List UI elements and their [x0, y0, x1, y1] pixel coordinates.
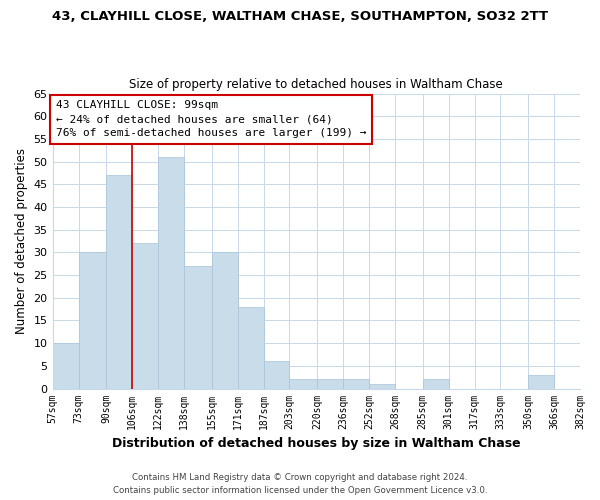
Bar: [184, 266, 212, 388]
Bar: [343, 380, 369, 388]
Bar: [158, 157, 184, 388]
Bar: [106, 175, 132, 388]
Bar: [317, 380, 343, 388]
Text: 43 CLAYHILL CLOSE: 99sqm
← 24% of detached houses are smaller (64)
76% of semi-d: 43 CLAYHILL CLOSE: 99sqm ← 24% of detach…: [56, 100, 366, 138]
Bar: [369, 384, 395, 388]
Y-axis label: Number of detached properties: Number of detached properties: [15, 148, 28, 334]
Bar: [238, 307, 263, 388]
Bar: [132, 244, 158, 388]
Text: Contains HM Land Registry data © Crown copyright and database right 2024.
Contai: Contains HM Land Registry data © Crown c…: [113, 474, 487, 495]
Bar: [79, 252, 106, 388]
Text: 43, CLAYHILL CLOSE, WALTHAM CHASE, SOUTHAMPTON, SO32 2TT: 43, CLAYHILL CLOSE, WALTHAM CHASE, SOUTH…: [52, 10, 548, 23]
Bar: [289, 380, 317, 388]
Bar: [528, 375, 554, 388]
Bar: [212, 252, 238, 388]
Bar: [53, 343, 79, 388]
X-axis label: Distribution of detached houses by size in Waltham Chase: Distribution of detached houses by size …: [112, 437, 521, 450]
Title: Size of property relative to detached houses in Waltham Chase: Size of property relative to detached ho…: [130, 78, 503, 91]
Bar: [422, 380, 449, 388]
Bar: [263, 362, 289, 388]
